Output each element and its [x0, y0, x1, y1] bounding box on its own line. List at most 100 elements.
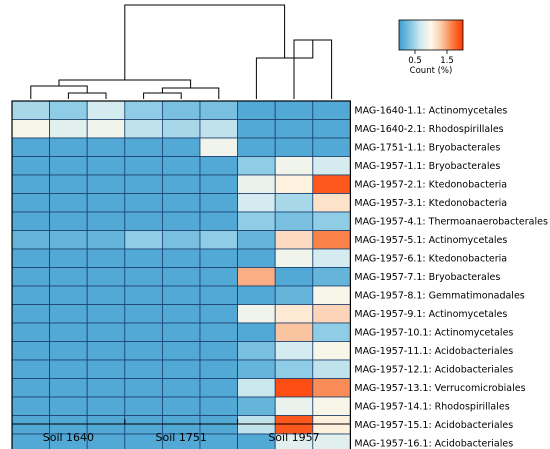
heatmap-cell	[199, 100, 238, 120]
heatmap-cell	[199, 156, 238, 176]
heatmap-cell	[237, 100, 276, 120]
heatmap-cell	[124, 341, 163, 361]
heatmap-cell	[161, 119, 201, 139]
heatmap-cell	[124, 119, 163, 139]
heatmap-cell	[11, 174, 50, 194]
heatmap-cell	[274, 267, 314, 287]
heatmap-cell	[199, 230, 238, 250]
heatmap-cell	[274, 137, 314, 157]
heatmap-cell	[237, 378, 276, 398]
heatmap-cell	[86, 396, 126, 416]
dendrogram-branch	[124, 4, 286, 80]
heatmap-cell	[161, 359, 201, 379]
heatmap-cell	[161, 230, 201, 250]
heatmap-cell	[274, 322, 314, 342]
heatmap-cell	[161, 304, 201, 324]
heatmap-cell	[274, 285, 314, 305]
dendrogram-branch	[58, 79, 192, 88]
row-label: MAG-1957-4.1: Thermoanaerobacterales	[354, 217, 548, 228]
heatmap-cell	[86, 378, 126, 398]
heatmap-cell	[312, 193, 351, 213]
heatmap-cell	[274, 248, 314, 268]
heatmap-cell	[11, 156, 50, 176]
heatmap-cell	[274, 396, 314, 416]
colorbar-tick-label: 0.5	[408, 56, 422, 66]
group-label: Soil 1640	[43, 431, 94, 444]
heatmap-cell	[49, 378, 88, 398]
heatmap-cell	[161, 285, 201, 305]
row-label: MAG-1957-13.1: Verrucomicrobiales	[354, 383, 525, 394]
heatmap-cell	[161, 248, 201, 268]
heatmap-cell	[161, 396, 201, 416]
heatmap-cell	[49, 230, 88, 250]
heatmap-cell	[274, 341, 314, 361]
heatmap-cell	[199, 304, 238, 324]
heatmap-cell	[49, 137, 88, 157]
heatmap-cell	[312, 156, 351, 176]
heatmap-cell	[49, 174, 88, 194]
heatmap-cell	[124, 378, 163, 398]
heatmap-cell	[312, 174, 351, 194]
row-label: MAG-1957-12.1: Acidobacteriales	[354, 365, 513, 376]
heatmap-cell	[237, 156, 276, 176]
row-label: MAG-1957-9.1: Actinomycetales	[354, 309, 507, 320]
heatmap-cell	[274, 174, 314, 194]
row-label: MAG-1957-8.1: Gemmatimonadales	[354, 291, 524, 302]
heatmap-cell	[199, 285, 238, 305]
heatmap-cell	[124, 174, 163, 194]
heatmap-cell	[86, 248, 126, 268]
heatmap-cell	[161, 193, 201, 213]
row-label: MAG-1957-7.1: Bryobacterales	[354, 272, 500, 283]
heatmap-cell	[312, 119, 351, 139]
heatmap-cell	[49, 396, 88, 416]
heatmap-cell	[161, 322, 201, 342]
heatmap-cell	[86, 267, 126, 287]
heatmap-cell	[237, 174, 276, 194]
heatmap-cell	[312, 267, 351, 287]
row-label: MAG-1957-2.1: Ktedonobacteria	[354, 180, 507, 191]
heatmap-cell	[312, 304, 351, 324]
heatmap-cell	[124, 248, 163, 268]
heatmap-cell	[161, 137, 201, 157]
heatmap-cell	[199, 378, 238, 398]
heatmap-cell	[86, 285, 126, 305]
heatmap-cell	[199, 267, 238, 287]
heatmap-cell	[124, 137, 163, 157]
heatmap-cell	[11, 193, 50, 213]
heatmap-cell	[312, 322, 351, 342]
heatmap-cell	[11, 137, 50, 157]
heatmap-cell	[161, 174, 201, 194]
heatmap-cell	[86, 193, 126, 213]
heatmap-cell	[11, 119, 50, 139]
heatmap-cell	[86, 211, 126, 231]
heatmap-cell	[237, 359, 276, 379]
dendrogram-branch	[143, 92, 182, 99]
heatmap-cell	[274, 359, 314, 379]
heatmap-cell	[237, 341, 276, 361]
heatmap-cell	[274, 119, 314, 139]
heatmap-cell	[312, 285, 351, 305]
heatmap-cell	[237, 137, 276, 157]
heatmap-cell	[274, 100, 314, 120]
group-label: Soil 1751	[156, 431, 207, 444]
heatmap-cell	[237, 285, 276, 305]
heatmap-cell	[274, 156, 314, 176]
heatmap-cell	[199, 359, 238, 379]
heatmap-cell	[237, 267, 276, 287]
heatmap-cell	[49, 322, 88, 342]
heatmap-cell	[11, 248, 50, 268]
heatmap-cell	[11, 396, 50, 416]
colorbar-tick-label: 1.5	[440, 56, 454, 66]
group-label: Soil 1957	[268, 431, 319, 444]
heatmap-cell	[49, 304, 88, 324]
heatmap-cell	[49, 285, 88, 305]
row-label: MAG-1957-5.1: Actinomycetales	[354, 235, 507, 246]
heatmap-cell	[312, 341, 351, 361]
row-label: MAG-1957-11.1: Acidobacteriales	[354, 346, 513, 357]
heatmap-cell	[49, 248, 88, 268]
heatmap-cell	[274, 211, 314, 231]
row-label: MAG-1957-6.1: Ktedonobacteria	[354, 254, 507, 265]
heatmap-cell	[49, 359, 88, 379]
